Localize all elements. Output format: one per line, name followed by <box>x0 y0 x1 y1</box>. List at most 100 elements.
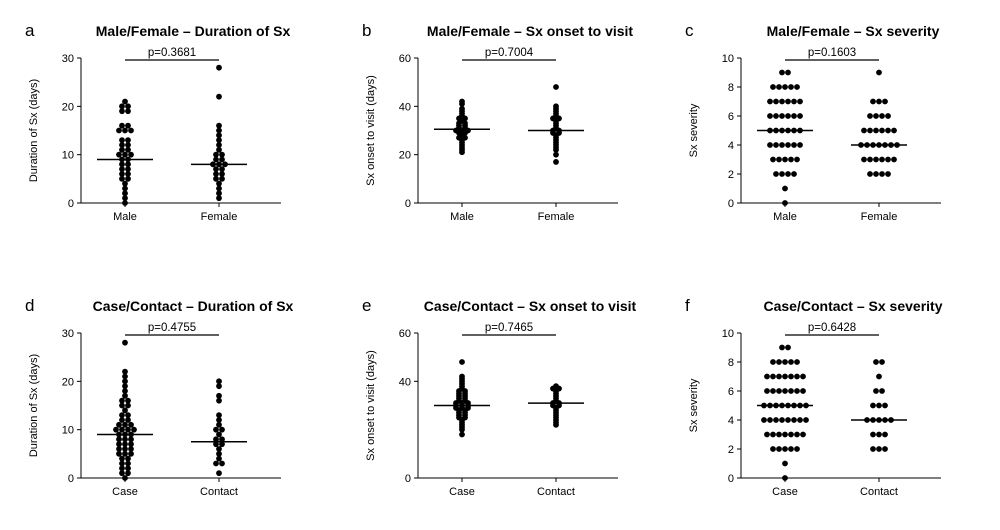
y-tick-label: 20 <box>62 101 74 113</box>
data-point <box>216 127 222 134</box>
data-point <box>213 175 219 182</box>
data-point <box>128 421 134 428</box>
data-point <box>125 108 131 115</box>
data-point <box>891 127 897 134</box>
chart-c: c Male/Female – Sx severity 0 2 4 6 8 10 Sx seve… <box>685 21 941 223</box>
x-tick-label: Case <box>772 486 798 498</box>
data-point <box>776 446 782 452</box>
data-point <box>867 171 873 177</box>
x-tick-label: Male <box>773 211 797 223</box>
y-tick-label: 8 <box>728 82 734 94</box>
data-point <box>882 402 888 409</box>
data-point <box>779 142 785 148</box>
p-value-label: p=0.1603 <box>808 47 856 59</box>
panel-letter: c <box>685 21 694 40</box>
data-point <box>125 465 131 472</box>
panel-title: Male/Female – Sx severity <box>767 23 940 39</box>
data-point <box>870 431 876 438</box>
data-point <box>119 402 125 409</box>
data-point <box>122 450 128 457</box>
data-point <box>873 171 879 177</box>
data-point <box>782 359 788 365</box>
data-point <box>125 402 131 409</box>
data-point <box>791 113 797 119</box>
data-point <box>782 200 788 206</box>
panel-title: Male/Female – Duration of Sx <box>96 23 291 39</box>
data-point <box>128 450 134 457</box>
panel-a: a Male/Female – Duration of Sx 0 10 20 30 Dura… <box>5 0 335 255</box>
data-point <box>876 69 882 76</box>
data-point <box>782 460 788 467</box>
data-point <box>782 185 788 192</box>
y-tick-label: 4 <box>728 415 734 427</box>
data-point <box>213 426 219 433</box>
data-point <box>764 388 770 394</box>
data-point <box>219 151 225 158</box>
data-point <box>876 98 882 105</box>
data-point <box>125 142 131 148</box>
y-tick-label: 0 <box>68 473 74 485</box>
y-tick-label: 8 <box>728 357 734 369</box>
data-point <box>879 171 885 177</box>
data-point <box>764 431 770 438</box>
data-point <box>788 84 794 90</box>
data-point <box>128 441 134 448</box>
data-point <box>803 417 809 423</box>
data-point <box>779 171 785 177</box>
data-point <box>216 93 222 100</box>
data-point <box>882 98 888 105</box>
data-point <box>873 388 879 394</box>
data-point <box>785 98 791 105</box>
x-tick-label: Female <box>538 211 575 223</box>
data-point <box>119 142 125 148</box>
data-point <box>213 151 219 158</box>
y-axis-label: Duration of Sx (days) <box>28 354 40 457</box>
data-point <box>800 388 806 394</box>
data-point <box>761 417 767 423</box>
data-point <box>767 113 773 119</box>
data-point <box>770 373 776 380</box>
data-point <box>119 166 125 173</box>
data-point <box>122 190 128 197</box>
data-point <box>216 142 222 148</box>
data-point <box>122 407 128 414</box>
data-point <box>125 455 131 462</box>
data-point <box>122 151 128 158</box>
panel-letter: f <box>685 296 690 315</box>
y-tick-label: 6 <box>728 386 734 398</box>
data-point <box>873 127 879 134</box>
data-point <box>125 146 131 153</box>
data-point <box>770 359 776 365</box>
data-point <box>116 151 122 158</box>
data-point <box>791 417 797 423</box>
data-point <box>122 388 128 394</box>
data-point <box>216 417 222 423</box>
data-point <box>128 127 134 134</box>
data-point <box>767 98 773 105</box>
data-point <box>116 450 122 457</box>
data-point <box>776 373 782 380</box>
data-point <box>122 180 128 187</box>
data-point <box>216 412 222 419</box>
data-point <box>119 397 125 404</box>
data-point <box>779 344 785 351</box>
data-point <box>788 431 794 438</box>
data-point <box>876 431 882 438</box>
data-point <box>128 436 134 443</box>
y-tick-label: 40 <box>399 376 411 388</box>
data-point <box>122 446 128 452</box>
data-point <box>216 446 222 452</box>
data-point <box>785 417 791 423</box>
data-point <box>876 402 882 409</box>
data-point <box>125 397 131 404</box>
p-value-label: p=0.7004 <box>485 47 534 59</box>
data-point <box>782 446 788 452</box>
data-point <box>459 359 465 365</box>
data-point <box>125 175 131 182</box>
data-point <box>791 171 797 177</box>
data-point <box>770 446 776 452</box>
y-tick-label: 2 <box>728 169 734 181</box>
data-point <box>216 132 222 139</box>
chart-a: a Male/Female – Duration of Sx 0 10 20 30 Dura… <box>25 21 291 223</box>
panel-c: c Male/Female – Sx severity 0 2 4 6 8 10 Sx seve… <box>665 0 995 255</box>
